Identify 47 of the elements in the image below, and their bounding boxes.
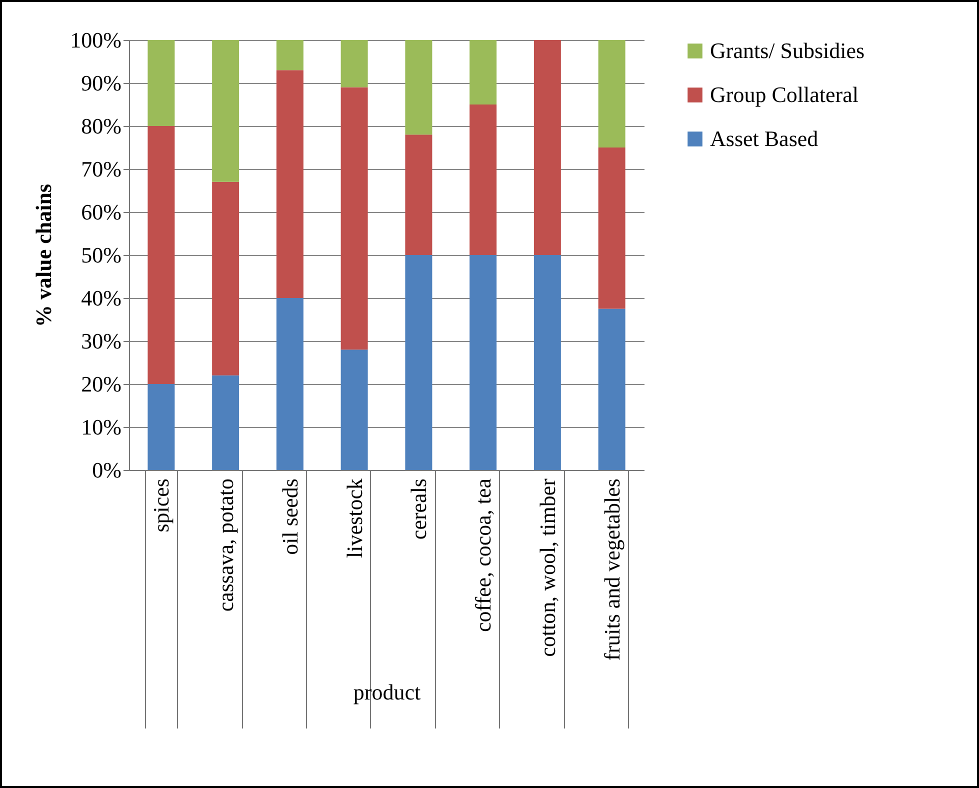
- bar: [276, 40, 304, 70]
- bar: [276, 70, 304, 298]
- y-tick-label: 70%: [81, 156, 122, 182]
- bar: [340, 350, 368, 470]
- x-tick-label: cotton, wool, timber: [534, 478, 560, 657]
- bar: [212, 40, 240, 182]
- bar: [212, 182, 240, 376]
- bar: [470, 40, 497, 104]
- x-tick-label: cereals: [406, 478, 432, 540]
- y-tick-label: 50%: [81, 242, 122, 268]
- y-tick-label: 10%: [81, 414, 122, 440]
- bar: [534, 40, 561, 255]
- legend-label: Asset Based: [710, 126, 818, 151]
- bar: [405, 40, 432, 135]
- x-tick-label: oil seeds: [277, 478, 302, 555]
- bar: [212, 375, 240, 470]
- legend-label: Group Collateral: [710, 82, 858, 107]
- x-tick-label: livestock: [342, 478, 367, 558]
- bar: [340, 87, 368, 350]
- bar: [598, 40, 626, 148]
- bar: [470, 255, 497, 470]
- bar: [405, 134, 432, 255]
- bar: [534, 255, 561, 470]
- x-tick-label: coffee, cocoa, tea: [470, 478, 496, 632]
- bar: [148, 384, 175, 470]
- y-tick-label: 40%: [81, 286, 122, 310]
- y-tick-label: 20%: [81, 372, 122, 396]
- bar: [598, 308, 626, 470]
- y-tick-label: 100%: [70, 28, 122, 52]
- x-tick-label: cassava, potato: [213, 478, 238, 612]
- y-tick-label: 90%: [81, 70, 122, 96]
- bar: [405, 255, 432, 470]
- x-axis-title: product: [353, 680, 421, 704]
- y-tick-label: 30%: [81, 328, 122, 354]
- bar: [598, 148, 626, 309]
- x-tick-label: spices: [148, 478, 174, 532]
- y-tick-label: 80%: [81, 114, 122, 138]
- x-tick-label: fruits and vegetables: [599, 478, 624, 661]
- bar: [148, 40, 175, 126]
- bar: [148, 126, 175, 384]
- y-axis-title: % value chains: [31, 184, 56, 328]
- legend-label: Grants/ Subsidies: [710, 38, 865, 63]
- bar: [276, 298, 304, 470]
- bar: [470, 104, 497, 255]
- y-tick-label: 0%: [92, 458, 122, 482]
- bar: [340, 40, 368, 88]
- y-tick-label: 60%: [81, 200, 122, 224]
